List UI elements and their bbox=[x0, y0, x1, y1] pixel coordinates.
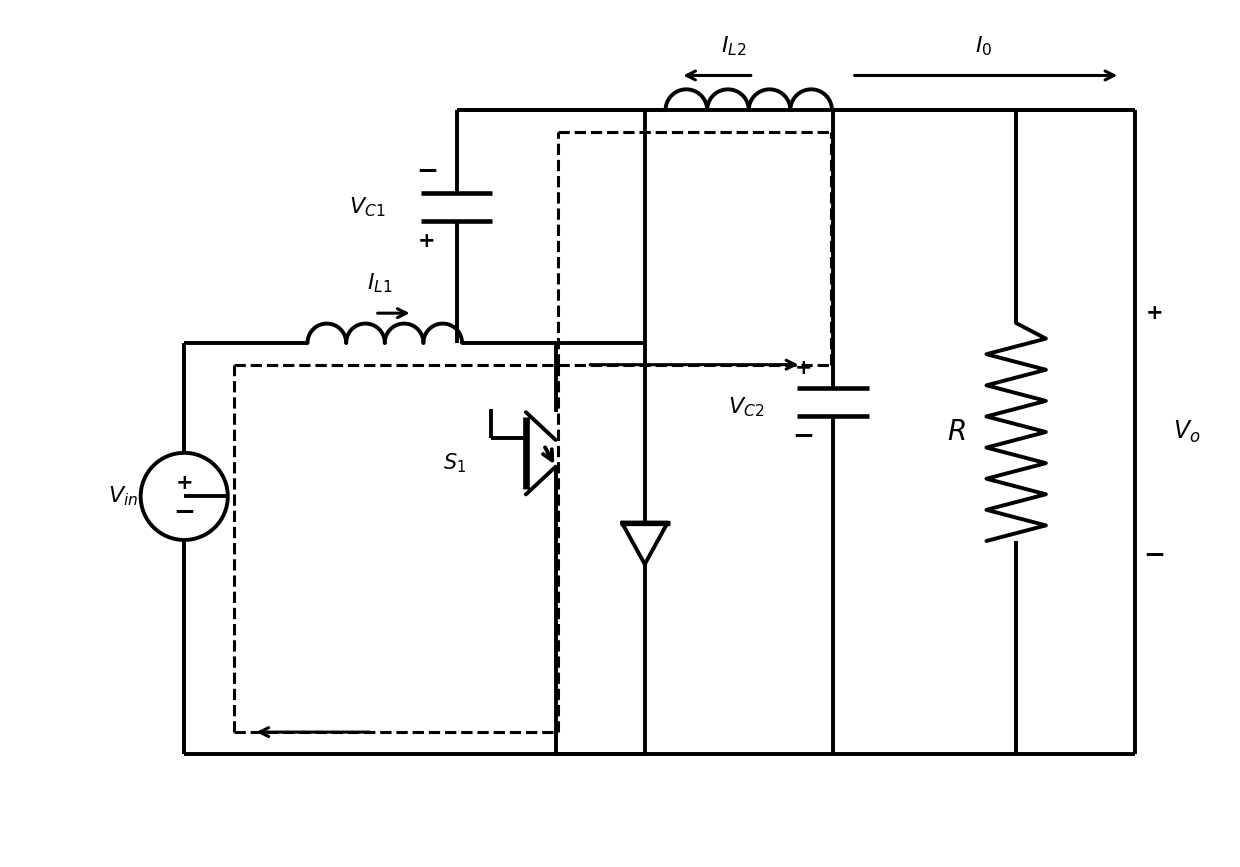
Text: $S_1$: $S_1$ bbox=[443, 452, 466, 475]
Text: −: − bbox=[174, 500, 195, 526]
Text: $I_0$: $I_0$ bbox=[975, 34, 992, 57]
Text: $I_{L2}$: $I_{L2}$ bbox=[722, 34, 746, 57]
Text: −: − bbox=[415, 159, 438, 185]
Text: $V_{in}$: $V_{in}$ bbox=[108, 485, 138, 508]
Text: +: + bbox=[1146, 303, 1163, 323]
Text: $V_{C1}$: $V_{C1}$ bbox=[350, 195, 386, 218]
Text: $I_{L1}$: $I_{L1}$ bbox=[367, 271, 393, 296]
Text: +: + bbox=[175, 473, 193, 492]
Text: −: − bbox=[792, 424, 815, 450]
Text: $V_{C2}$: $V_{C2}$ bbox=[728, 395, 764, 419]
Text: $R$: $R$ bbox=[947, 418, 966, 446]
Text: +: + bbox=[418, 231, 435, 251]
Text: −: − bbox=[1143, 543, 1166, 569]
Text: $V_o$: $V_o$ bbox=[1173, 419, 1200, 445]
Text: +: + bbox=[795, 358, 812, 378]
